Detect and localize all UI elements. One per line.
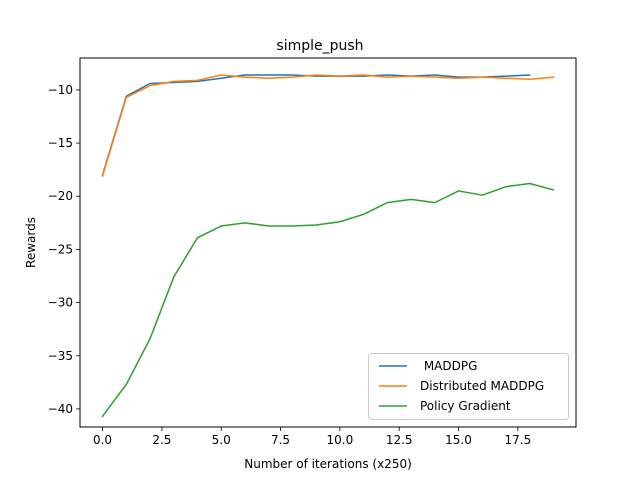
legend-entries: MADDPG Distributed MADDPG Policy Gradient: [379, 359, 544, 413]
x-tick-label: 2.5: [152, 433, 171, 447]
x-tick-label: 0.0: [93, 433, 112, 447]
x-axis-label: Number of iterations (x250): [244, 457, 412, 471]
x-axis-ticks: 0.0 2.5 5.0 7.5 10.0 12.5 15.0 17.5: [93, 427, 531, 447]
y-tick-label: −10: [48, 83, 73, 97]
y-tick-label: −35: [48, 349, 73, 363]
series-line-2: [101, 182, 555, 418]
y-axis-ticks: −40 −35 −30 −25 −20 −15 −10: [48, 83, 80, 416]
x-tick-label: 7.5: [271, 433, 290, 447]
plot-frame: [79, 57, 577, 428]
y-tick-label: −15: [48, 136, 73, 150]
legend-box: [368, 353, 569, 420]
legend: MADDPG Distributed MADDPG Policy Gradient: [368, 353, 569, 420]
chart-title: simple_push: [276, 38, 363, 54]
x-tick-label: 5.0: [212, 433, 231, 447]
x-tick-label: 15.0: [445, 433, 472, 447]
legend-label-0: MADDPG: [420, 359, 477, 373]
y-axis-label: Rewards: [24, 217, 38, 268]
series-line-1: [101, 74, 555, 177]
legend-label-1: Distributed MADDPG: [420, 379, 544, 393]
legend-label-2: Policy Gradient: [420, 399, 511, 413]
x-tick-label: 10.0: [327, 433, 354, 447]
x-tick-label: 17.5: [504, 433, 531, 447]
plot-lines: [101, 74, 555, 418]
x-tick-label: 12.5: [386, 433, 413, 447]
y-tick-label: −20: [48, 189, 73, 203]
series-line-0: [101, 74, 531, 176]
y-tick-label: −40: [48, 402, 73, 416]
y-tick-label: −30: [48, 296, 73, 310]
y-tick-label: −25: [48, 242, 73, 256]
